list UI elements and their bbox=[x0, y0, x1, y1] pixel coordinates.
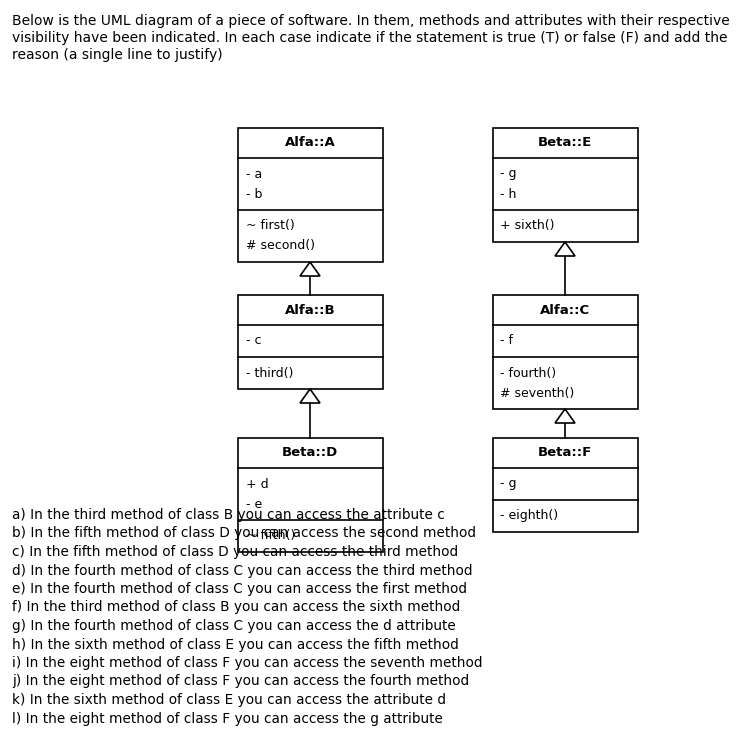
Text: e) In the fourth method of class C you can access the first method: e) In the fourth method of class C you c… bbox=[12, 582, 467, 596]
Text: Alfa::B: Alfa::B bbox=[285, 303, 335, 317]
Text: c) In the fifth method of class D you can access the third method: c) In the fifth method of class D you ca… bbox=[12, 545, 458, 559]
Text: - c: - c bbox=[246, 334, 261, 347]
Text: j) In the eight method of class F you can access the fourth method: j) In the eight method of class F you ca… bbox=[12, 674, 469, 688]
Text: - f: - f bbox=[500, 334, 513, 347]
Text: - b: - b bbox=[246, 188, 262, 201]
Text: i) In the eight method of class F you can access the seventh method: i) In the eight method of class F you ca… bbox=[12, 656, 483, 670]
Text: # second(): # second() bbox=[246, 240, 314, 252]
Bar bbox=[238, 128, 382, 262]
Text: - a: - a bbox=[246, 168, 261, 180]
Text: d) In the fourth method of class C you can access the third method: d) In the fourth method of class C you c… bbox=[12, 564, 473, 578]
Text: # seventh(): # seventh() bbox=[500, 386, 574, 399]
Bar bbox=[492, 295, 637, 409]
Text: - g: - g bbox=[500, 168, 517, 180]
Text: b) In the fifth method of class D you can access the second method: b) In the fifth method of class D you ca… bbox=[12, 526, 476, 540]
Bar bbox=[238, 438, 382, 552]
Polygon shape bbox=[555, 242, 575, 256]
Text: l) In the eight method of class F you can access the g attribute: l) In the eight method of class F you ca… bbox=[12, 712, 443, 726]
Text: Beta::F: Beta::F bbox=[538, 446, 592, 460]
Polygon shape bbox=[555, 409, 575, 423]
Text: - g: - g bbox=[500, 477, 517, 490]
Text: h) In the sixth method of class E you can access the fifth method: h) In the sixth method of class E you ca… bbox=[12, 638, 459, 652]
Text: a) In the third method of class B you can access the attribute c: a) In the third method of class B you ca… bbox=[12, 508, 444, 522]
Polygon shape bbox=[300, 389, 320, 403]
Text: k) In the sixth method of class E you can access the attribute d: k) In the sixth method of class E you ca… bbox=[12, 693, 446, 707]
Text: Beta::D: Beta::D bbox=[282, 446, 338, 460]
Text: Alfa::A: Alfa::A bbox=[285, 136, 335, 150]
Text: - eighth(): - eighth() bbox=[500, 509, 559, 523]
Text: - e: - e bbox=[246, 498, 261, 510]
Text: Alfa::C: Alfa::C bbox=[540, 303, 590, 317]
Text: f) In the third method of class B you can access the sixth method: f) In the third method of class B you ca… bbox=[12, 600, 460, 614]
Text: + d: + d bbox=[246, 477, 268, 490]
Bar bbox=[492, 128, 637, 242]
Bar bbox=[492, 438, 637, 532]
Text: g) In the fourth method of class C you can access the d attribute: g) In the fourth method of class C you c… bbox=[12, 619, 456, 633]
Text: ~ fifth(): ~ fifth() bbox=[246, 529, 295, 542]
Text: ~ first(): ~ first() bbox=[246, 219, 294, 232]
Polygon shape bbox=[300, 262, 320, 276]
Text: reason (a single line to justify): reason (a single line to justify) bbox=[12, 48, 223, 62]
Text: visibility have been indicated. In each case indicate if the statement is true (: visibility have been indicated. In each … bbox=[12, 31, 728, 45]
Text: + sixth(): + sixth() bbox=[500, 219, 555, 232]
Bar bbox=[238, 295, 382, 389]
Text: - third(): - third() bbox=[246, 366, 293, 380]
Text: Below is the UML diagram of a piece of software. In them, methods and attributes: Below is the UML diagram of a piece of s… bbox=[12, 14, 730, 28]
Text: - h: - h bbox=[500, 188, 517, 201]
Text: - fourth(): - fourth() bbox=[500, 366, 557, 380]
Text: Beta::E: Beta::E bbox=[538, 136, 592, 150]
